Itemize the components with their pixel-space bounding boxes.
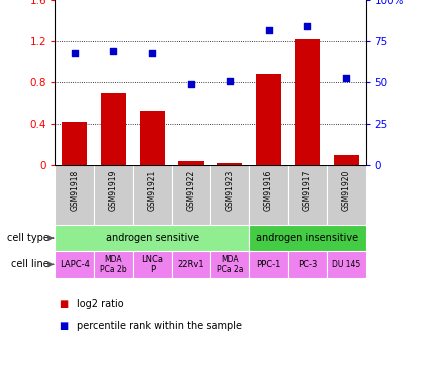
Text: GSM91920: GSM91920: [342, 170, 351, 211]
Bar: [327, 165, 366, 225]
Text: GSM91921: GSM91921: [148, 170, 157, 211]
Text: PC-3: PC-3: [298, 260, 317, 269]
Text: ■: ■: [60, 321, 69, 331]
Point: [149, 50, 156, 56]
Bar: [256, 74, 281, 165]
Text: percentile rank within the sample: percentile rank within the sample: [76, 321, 241, 331]
Bar: [249, 165, 288, 225]
Bar: [295, 39, 320, 165]
Bar: [62, 122, 87, 165]
Text: MDA
PCa 2b: MDA PCa 2b: [100, 255, 127, 274]
Bar: [55, 165, 94, 225]
Point: [265, 27, 272, 33]
Bar: [133, 251, 172, 278]
Text: MDA
PCa 2a: MDA PCa 2a: [216, 255, 243, 274]
Point: [227, 78, 233, 84]
Bar: [94, 251, 133, 278]
Text: DU 145: DU 145: [332, 260, 360, 269]
Bar: [55, 225, 249, 251]
Bar: [217, 163, 242, 165]
Point: [71, 50, 78, 56]
Bar: [139, 111, 165, 165]
Bar: [172, 251, 210, 278]
Text: cell type: cell type: [7, 233, 49, 243]
Point: [304, 23, 311, 29]
Bar: [210, 165, 249, 225]
Bar: [178, 161, 204, 165]
Text: GSM91919: GSM91919: [109, 170, 118, 211]
Text: 22Rv1: 22Rv1: [178, 260, 204, 269]
Bar: [172, 165, 210, 225]
Text: LNCa
P: LNCa P: [141, 255, 163, 274]
Point: [343, 75, 349, 81]
Text: cell line: cell line: [11, 260, 49, 269]
Text: ■: ■: [60, 299, 69, 309]
Text: androgen insensitive: androgen insensitive: [256, 233, 358, 243]
Bar: [288, 165, 327, 225]
Text: GSM91918: GSM91918: [70, 170, 79, 211]
Bar: [334, 154, 359, 165]
Text: GSM91923: GSM91923: [225, 170, 234, 211]
Point: [110, 48, 117, 54]
Text: androgen sensitive: androgen sensitive: [106, 233, 199, 243]
Text: GSM91922: GSM91922: [187, 170, 196, 211]
Bar: [288, 251, 327, 278]
Bar: [55, 251, 94, 278]
Text: log2 ratio: log2 ratio: [76, 299, 123, 309]
Text: GSM91917: GSM91917: [303, 170, 312, 211]
Text: LAPC-4: LAPC-4: [60, 260, 90, 269]
Bar: [94, 165, 133, 225]
Text: GSM91916: GSM91916: [264, 170, 273, 211]
Bar: [327, 251, 366, 278]
Bar: [101, 93, 126, 165]
Bar: [133, 165, 172, 225]
Text: PPC-1: PPC-1: [256, 260, 281, 269]
Bar: [249, 251, 288, 278]
Bar: [249, 225, 366, 251]
Bar: [210, 251, 249, 278]
Point: [187, 81, 194, 87]
